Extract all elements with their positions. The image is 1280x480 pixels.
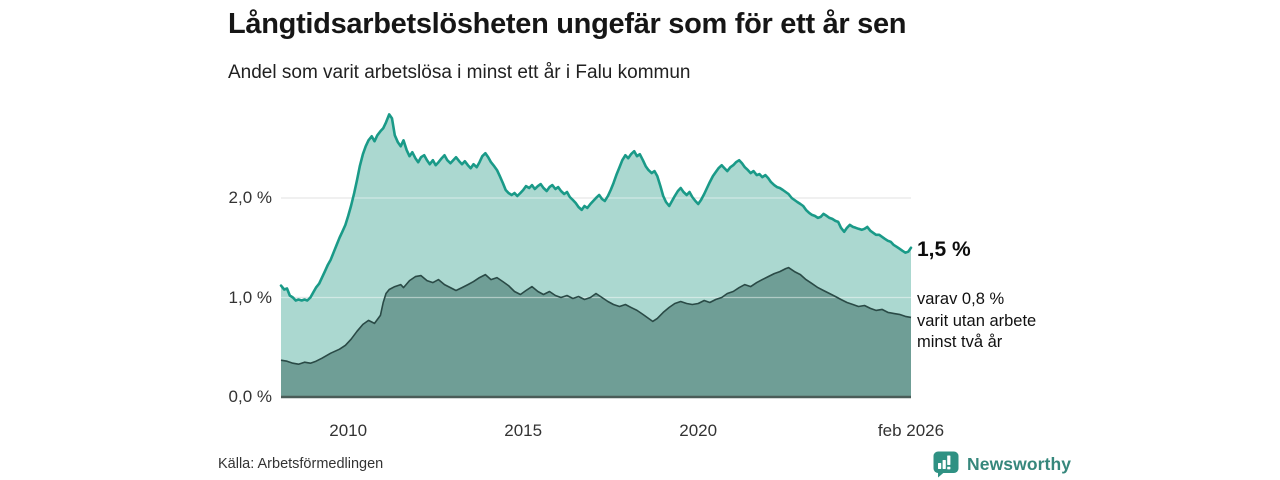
page-title: Långtidsarbetslösheten ungefär som för e…	[228, 8, 907, 40]
latest-value-label: 1,5 %	[917, 238, 971, 261]
newsworthy-logo: Newsworthy	[933, 451, 1071, 478]
annotation-line: minst två år	[917, 333, 1003, 351]
y-tick-label: 0,0 %	[228, 387, 272, 406]
secondary-annotation: varav 0,8 % varit utan arbete minst två …	[917, 289, 1036, 354]
series-twoyear-area	[281, 267, 911, 397]
newsworthy-icon	[933, 451, 959, 478]
series-twoyear-line	[280, 266, 912, 365]
x-tick-label: feb 2026	[877, 421, 945, 440]
newsworthy-wordmark: Newsworthy	[967, 454, 1072, 474]
annotation-line: varav 0,8 %	[917, 290, 1005, 308]
series-total-line	[279, 113, 913, 302]
source-note: Källa: Arbetsförmedlingen	[218, 456, 384, 472]
chart-subtitle: Andel som varit arbetslösa i minst ett å…	[228, 62, 691, 83]
y-tick-label: 2,0 %	[228, 188, 272, 207]
x-tick-label: 2010	[329, 421, 368, 440]
y-tick-label: 1,0 %	[228, 287, 272, 307]
annotation-line: varit utan arbete	[917, 311, 1037, 330]
x-tick-label: 2015	[504, 421, 543, 440]
x-tick-label: 2020	[679, 421, 718, 440]
